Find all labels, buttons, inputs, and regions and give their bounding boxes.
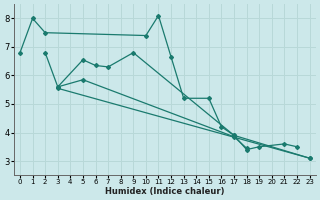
X-axis label: Humidex (Indice chaleur): Humidex (Indice chaleur) [105, 187, 225, 196]
